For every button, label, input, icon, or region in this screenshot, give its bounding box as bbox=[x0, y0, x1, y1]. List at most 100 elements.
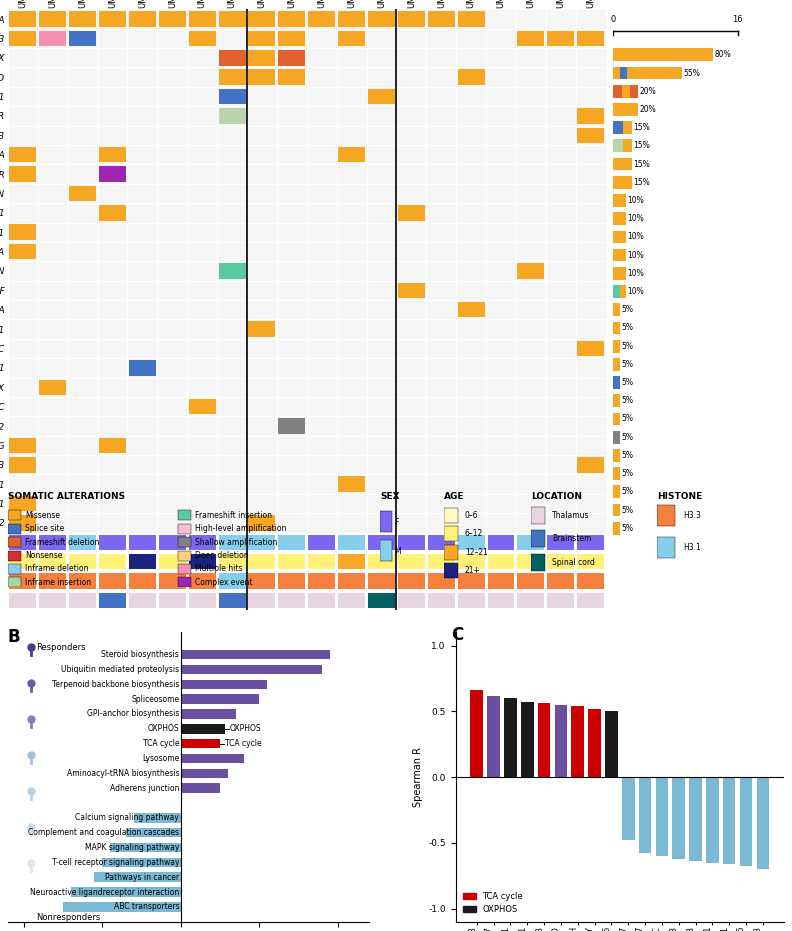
FancyBboxPatch shape bbox=[516, 126, 546, 145]
FancyBboxPatch shape bbox=[8, 280, 38, 300]
FancyBboxPatch shape bbox=[516, 378, 546, 397]
FancyBboxPatch shape bbox=[247, 339, 277, 358]
FancyBboxPatch shape bbox=[187, 493, 217, 513]
FancyBboxPatch shape bbox=[158, 223, 187, 242]
FancyBboxPatch shape bbox=[426, 9, 456, 29]
Bar bbox=[554, 705, 567, 777]
FancyBboxPatch shape bbox=[8, 242, 38, 262]
FancyBboxPatch shape bbox=[8, 9, 38, 29]
FancyBboxPatch shape bbox=[97, 397, 128, 416]
Text: Shallow amplification: Shallow amplification bbox=[195, 537, 277, 546]
Bar bbox=[181, 650, 330, 659]
FancyBboxPatch shape bbox=[456, 145, 486, 165]
FancyBboxPatch shape bbox=[456, 475, 486, 493]
Text: 10%: 10% bbox=[627, 233, 644, 241]
FancyBboxPatch shape bbox=[128, 397, 158, 416]
FancyBboxPatch shape bbox=[247, 183, 277, 203]
FancyBboxPatch shape bbox=[187, 378, 217, 397]
FancyBboxPatch shape bbox=[277, 436, 307, 455]
Bar bbox=[613, 467, 616, 480]
FancyBboxPatch shape bbox=[488, 593, 515, 608]
FancyBboxPatch shape bbox=[158, 145, 187, 165]
FancyBboxPatch shape bbox=[367, 126, 397, 145]
FancyBboxPatch shape bbox=[99, 593, 126, 608]
FancyBboxPatch shape bbox=[217, 300, 247, 319]
FancyBboxPatch shape bbox=[247, 126, 277, 145]
FancyBboxPatch shape bbox=[38, 319, 67, 339]
FancyBboxPatch shape bbox=[217, 339, 247, 358]
FancyBboxPatch shape bbox=[367, 67, 397, 87]
Text: GPI-anchor biosynthesis: GPI-anchor biosynthesis bbox=[87, 709, 179, 719]
Bar bbox=[181, 680, 267, 689]
Bar bbox=[619, 103, 626, 115]
Text: HISTONE: HISTONE bbox=[657, 492, 703, 501]
FancyBboxPatch shape bbox=[488, 534, 515, 550]
FancyBboxPatch shape bbox=[398, 534, 425, 550]
Text: 5%: 5% bbox=[621, 378, 633, 387]
FancyBboxPatch shape bbox=[456, 397, 486, 416]
FancyBboxPatch shape bbox=[367, 378, 397, 397]
FancyBboxPatch shape bbox=[67, 145, 97, 165]
Text: Thalamus: Thalamus bbox=[552, 511, 589, 519]
FancyBboxPatch shape bbox=[38, 475, 67, 493]
FancyBboxPatch shape bbox=[398, 593, 425, 608]
FancyBboxPatch shape bbox=[576, 106, 606, 126]
FancyBboxPatch shape bbox=[307, 280, 337, 300]
FancyBboxPatch shape bbox=[69, 31, 96, 47]
FancyBboxPatch shape bbox=[219, 108, 246, 124]
Bar bbox=[102, 857, 181, 867]
FancyBboxPatch shape bbox=[158, 493, 187, 513]
FancyBboxPatch shape bbox=[516, 475, 546, 493]
FancyBboxPatch shape bbox=[8, 523, 21, 533]
Text: TCA cycle: TCA cycle bbox=[143, 739, 179, 749]
FancyBboxPatch shape bbox=[277, 87, 307, 106]
FancyBboxPatch shape bbox=[67, 493, 97, 513]
FancyBboxPatch shape bbox=[247, 223, 277, 242]
Bar bbox=[588, 708, 601, 777]
Text: Frameshift insertion: Frameshift insertion bbox=[195, 511, 272, 519]
FancyBboxPatch shape bbox=[277, 126, 307, 145]
FancyBboxPatch shape bbox=[247, 493, 277, 513]
Bar bbox=[641, 67, 648, 79]
FancyBboxPatch shape bbox=[337, 126, 367, 145]
FancyBboxPatch shape bbox=[97, 300, 128, 319]
FancyBboxPatch shape bbox=[428, 554, 455, 570]
FancyBboxPatch shape bbox=[308, 573, 335, 588]
FancyBboxPatch shape bbox=[456, 358, 486, 378]
Bar bbox=[181, 665, 322, 674]
FancyBboxPatch shape bbox=[277, 358, 307, 378]
FancyBboxPatch shape bbox=[576, 378, 606, 397]
FancyBboxPatch shape bbox=[249, 534, 276, 550]
FancyBboxPatch shape bbox=[247, 280, 277, 300]
FancyBboxPatch shape bbox=[38, 126, 67, 145]
FancyBboxPatch shape bbox=[97, 339, 128, 358]
FancyBboxPatch shape bbox=[426, 493, 456, 513]
FancyBboxPatch shape bbox=[547, 534, 574, 550]
FancyBboxPatch shape bbox=[69, 554, 96, 570]
FancyBboxPatch shape bbox=[67, 280, 97, 300]
FancyBboxPatch shape bbox=[97, 183, 128, 203]
FancyBboxPatch shape bbox=[486, 262, 516, 280]
FancyBboxPatch shape bbox=[217, 48, 247, 67]
FancyBboxPatch shape bbox=[158, 319, 187, 339]
FancyBboxPatch shape bbox=[546, 280, 576, 300]
FancyBboxPatch shape bbox=[516, 48, 546, 67]
FancyBboxPatch shape bbox=[10, 167, 36, 182]
FancyBboxPatch shape bbox=[486, 183, 516, 203]
FancyBboxPatch shape bbox=[38, 29, 67, 48]
FancyBboxPatch shape bbox=[217, 319, 247, 339]
FancyBboxPatch shape bbox=[8, 537, 21, 547]
Bar bbox=[70, 887, 181, 897]
FancyBboxPatch shape bbox=[397, 397, 426, 416]
FancyBboxPatch shape bbox=[278, 70, 305, 85]
FancyBboxPatch shape bbox=[128, 29, 158, 48]
FancyBboxPatch shape bbox=[178, 510, 191, 520]
FancyBboxPatch shape bbox=[576, 455, 606, 475]
FancyBboxPatch shape bbox=[546, 378, 576, 397]
FancyBboxPatch shape bbox=[187, 67, 217, 87]
FancyBboxPatch shape bbox=[517, 573, 544, 588]
FancyBboxPatch shape bbox=[158, 378, 187, 397]
FancyBboxPatch shape bbox=[367, 300, 397, 319]
FancyBboxPatch shape bbox=[367, 203, 397, 223]
FancyBboxPatch shape bbox=[307, 106, 337, 126]
